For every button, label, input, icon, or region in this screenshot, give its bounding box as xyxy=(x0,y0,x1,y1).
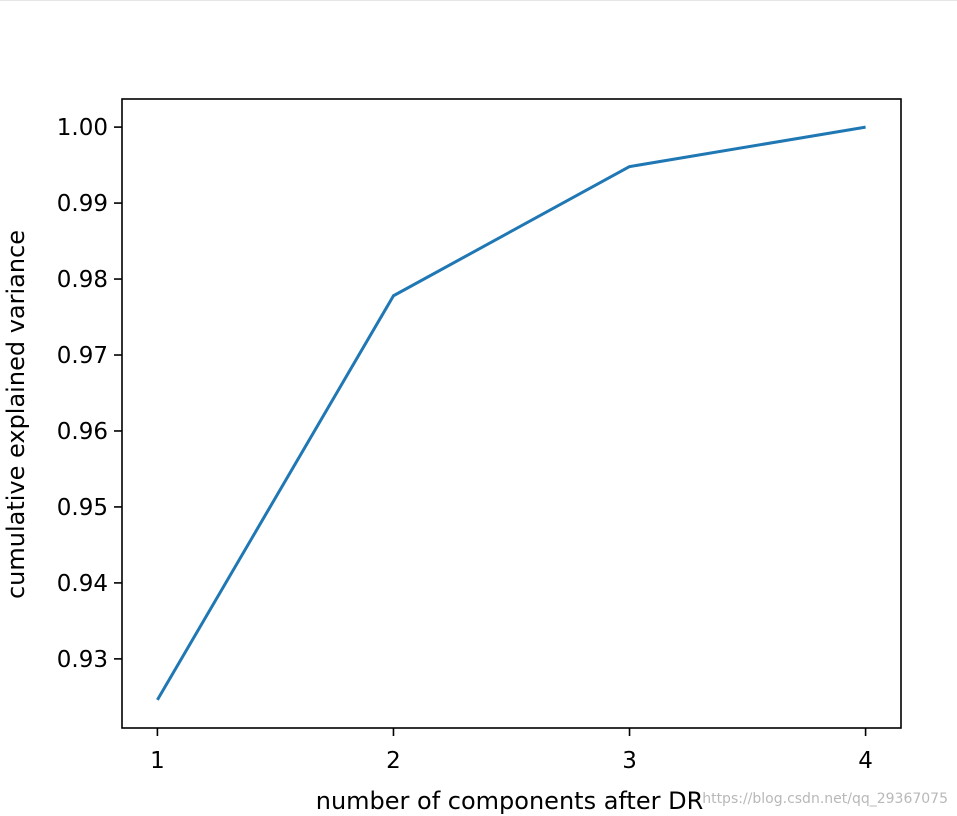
y-tick-label: 0.93 xyxy=(57,647,108,673)
x-tick-label: 4 xyxy=(858,748,873,774)
y-tick-label: 0.94 xyxy=(57,571,108,597)
y-tick-label: 0.97 xyxy=(57,343,108,369)
x-axis-ticks: 1 2 3 4 xyxy=(150,728,873,774)
y-axis-ticks: 0.93 0.94 0.95 0.96 0.97 0.98 0.99 1.00 xyxy=(57,115,122,673)
y-axis-label: cumulative explained variance xyxy=(2,230,30,599)
y-tick-label: 1.00 xyxy=(57,115,108,141)
watermark-text: https://blog.csdn.net/qq_29367075 xyxy=(702,791,948,807)
y-tick-label: 0.98 xyxy=(57,267,108,293)
y-tick-label: 0.96 xyxy=(57,419,108,445)
top-rule xyxy=(0,0,957,1)
x-tick-label: 2 xyxy=(386,748,401,774)
series-line xyxy=(156,125,866,701)
plot-area-frame xyxy=(121,98,902,729)
x-tick-label: 3 xyxy=(622,748,637,774)
y-tick-label: 0.95 xyxy=(57,495,108,521)
x-tick-label: 1 xyxy=(150,748,165,774)
y-tick-label: 0.99 xyxy=(57,191,108,217)
x-axis-label: number of components after DR xyxy=(316,787,704,815)
